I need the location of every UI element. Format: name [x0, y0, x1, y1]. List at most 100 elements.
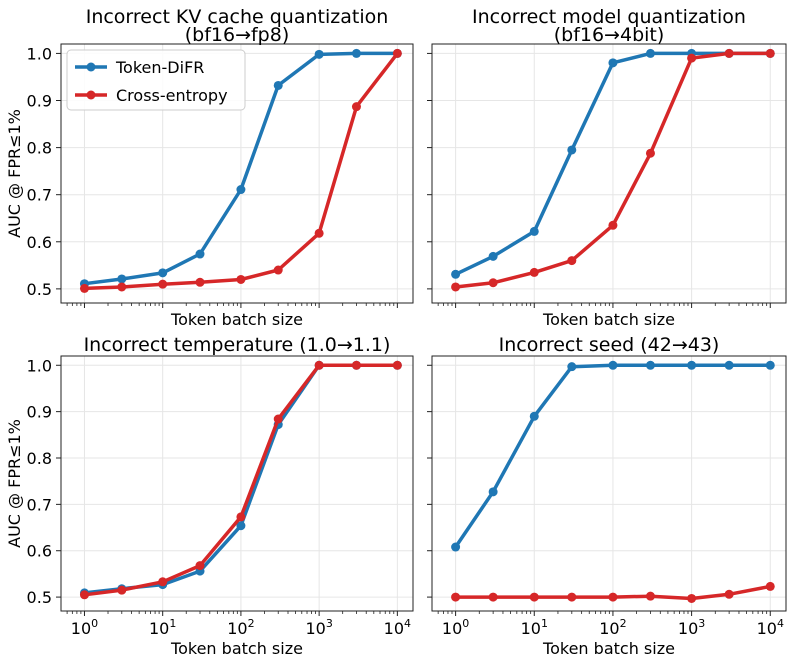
x-axis-label: Token batch size [170, 639, 303, 658]
data-point-cross-entropy [117, 585, 127, 595]
panel-subtitle: (bf16→4bit) [554, 24, 665, 46]
data-point-cross-entropy [488, 592, 498, 602]
y-tick-label: 0.8 [27, 139, 52, 158]
data-point-cross-entropy [529, 592, 539, 602]
data-point-cross-entropy [273, 414, 283, 424]
data-point-cross-entropy [158, 279, 168, 289]
data-point-cross-entropy [351, 360, 361, 370]
data-point-cross-entropy [236, 512, 246, 522]
x-tick-base: 10 [305, 619, 325, 638]
x-tick-label: 103 [305, 617, 332, 638]
data-point-cross-entropy [451, 592, 461, 602]
data-point-cross-entropy [724, 48, 734, 58]
data-point-cross-entropy [79, 590, 89, 600]
panel-2: Incorrect model quantization(bf16→4bit) T… [427, 6, 787, 329]
x-tick-base: 10 [71, 619, 91, 638]
x-tick-exponent: 0 [91, 617, 98, 630]
x-tick-exponent: 2 [620, 617, 627, 630]
x-tick-label: 101 [149, 617, 176, 638]
data-point-token-difr [195, 249, 205, 259]
x-tick-base: 10 [149, 619, 169, 638]
x-tick-base: 10 [521, 619, 541, 638]
data-point-cross-entropy [451, 282, 461, 292]
data-point-token-difr [765, 360, 775, 370]
data-point-token-difr [451, 269, 461, 279]
data-point-cross-entropy [608, 592, 618, 602]
y-tick-label: 1.0 [27, 44, 52, 63]
y-tick-label: 0.7 [27, 186, 52, 205]
x-tick-label: 103 [678, 617, 705, 638]
data-point-token-difr [158, 268, 168, 278]
data-point-cross-entropy [314, 360, 324, 370]
x-axis-label: Token batch size [170, 310, 303, 329]
data-point-cross-entropy [314, 228, 324, 238]
data-point-cross-entropy [765, 48, 775, 58]
data-point-token-difr [314, 49, 324, 59]
data-point-token-difr [529, 411, 539, 421]
data-point-token-difr [236, 521, 246, 531]
data-point-token-difr [451, 542, 461, 552]
x-tick-base: 10 [599, 619, 619, 638]
data-point-token-difr [117, 274, 127, 284]
x-tick-base: 10 [384, 619, 404, 638]
x-axis-label: Token batch size [542, 639, 675, 658]
data-point-cross-entropy [236, 274, 246, 284]
y-tick-label: 0.6 [27, 233, 52, 252]
axes-frame [60, 355, 414, 612]
data-point-token-difr [529, 226, 539, 236]
x-tick-label: 102 [227, 617, 254, 638]
x-tick-label: 100 [71, 617, 98, 638]
data-point-cross-entropy [567, 592, 577, 602]
data-point-cross-entropy [687, 593, 697, 603]
x-tick-label: 100 [442, 617, 469, 638]
data-point-cross-entropy [724, 589, 734, 599]
x-tick-exponent: 0 [462, 617, 469, 630]
panel-title: Incorrect model quantization [472, 6, 746, 28]
data-point-token-difr [351, 48, 361, 58]
y-tick-label: 0.9 [27, 92, 52, 111]
data-point-token-difr [645, 360, 655, 370]
legend-swatch-marker [86, 90, 96, 100]
data-point-cross-entropy [273, 265, 283, 275]
x-tick-base: 10 [227, 619, 247, 638]
y-tick-label: 0.5 [27, 280, 52, 299]
data-point-token-difr [608, 58, 618, 68]
data-point-cross-entropy [645, 148, 655, 158]
data-point-cross-entropy [79, 283, 89, 293]
data-point-cross-entropy [158, 577, 168, 587]
panel-title: Incorrect KV cache quantization [86, 6, 389, 28]
data-point-token-difr [724, 360, 734, 370]
data-point-cross-entropy [488, 278, 498, 288]
legend-box [66, 49, 246, 111]
x-tick-exponent: 2 [248, 617, 255, 630]
x-tick-exponent: 1 [541, 617, 548, 630]
data-point-cross-entropy [687, 53, 697, 63]
y-tick-label: 1.0 [27, 356, 52, 375]
axes-frame [431, 355, 787, 612]
panel-1: 0.5 0.6 0.7 0.8 0.9 1.0 Incorrect KV cache qua… [5, 6, 414, 329]
x-tick-exponent: 4 [404, 617, 411, 630]
data-point-cross-entropy [567, 256, 577, 266]
legend: Token-DiFR Cross-entropy [66, 49, 246, 111]
data-point-token-difr [236, 185, 246, 195]
data-point-cross-entropy [608, 220, 618, 230]
data-point-cross-entropy [195, 277, 205, 287]
y-tick-label: 0.8 [27, 449, 52, 468]
data-point-cross-entropy [195, 561, 205, 571]
x-tick-base: 10 [757, 619, 777, 638]
x-tick-label: 104 [384, 617, 411, 638]
panel-title: Incorrect temperature (1.0→1.1) [84, 334, 391, 356]
x-tick-label: 101 [521, 617, 548, 638]
x-tick-label: 102 [599, 617, 626, 638]
y-tick-label: 0.9 [27, 403, 52, 422]
data-point-token-difr [273, 80, 283, 90]
data-point-token-difr [488, 487, 498, 497]
panel-title: Incorrect seed (42→43) [499, 334, 720, 356]
y-tick-label: 0.5 [27, 588, 52, 607]
data-point-cross-entropy [117, 282, 127, 292]
data-point-token-difr [488, 251, 498, 261]
data-point-cross-entropy [351, 102, 361, 112]
data-point-token-difr [687, 360, 697, 370]
